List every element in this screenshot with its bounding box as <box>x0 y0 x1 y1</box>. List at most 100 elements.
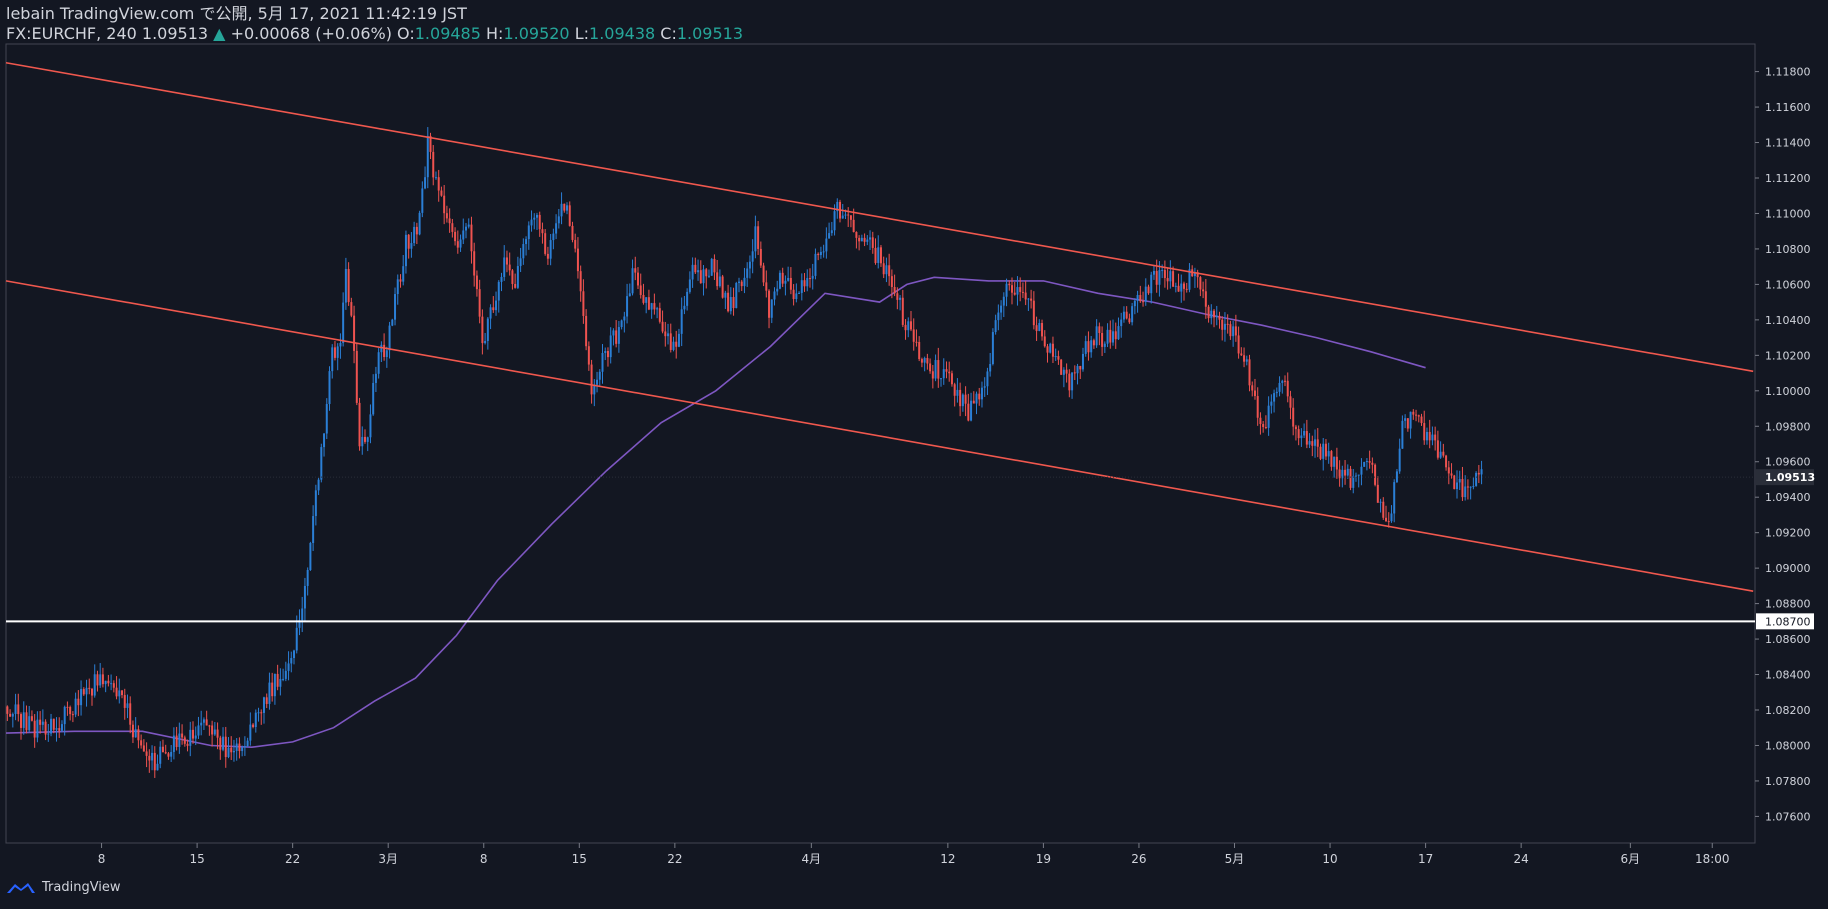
candle-up <box>459 239 462 248</box>
candle-up <box>527 225 530 240</box>
candle-up <box>484 340 487 344</box>
candle-down <box>183 737 186 744</box>
candle-down <box>347 268 350 303</box>
close-label: C: <box>660 24 677 43</box>
candle-up <box>729 297 732 312</box>
candle-up <box>323 433 326 448</box>
candle-up <box>377 352 380 374</box>
candle-down <box>1068 373 1071 391</box>
candle-up <box>956 389 959 396</box>
candle-down <box>1335 456 1338 470</box>
candle-up <box>1054 356 1057 358</box>
candle-up <box>369 414 372 438</box>
candle-down <box>576 248 579 272</box>
candle-down <box>1428 431 1431 441</box>
candle-down <box>972 400 975 404</box>
candle-up <box>833 211 836 231</box>
candle-up <box>751 251 754 262</box>
candle-up <box>80 689 83 706</box>
price-tick-label: 1.09400 <box>1765 491 1811 504</box>
candle-down <box>1259 417 1262 425</box>
candle-up <box>301 608 304 621</box>
candle-down <box>1221 319 1224 330</box>
candle-down <box>1292 407 1295 427</box>
candle-up <box>770 299 773 318</box>
candle-up <box>735 282 738 309</box>
footer-brand[interactable]: TradingView <box>6 880 121 895</box>
candle-up <box>986 371 989 387</box>
candle-down <box>407 234 410 249</box>
candle-down <box>448 218 451 224</box>
candle-down <box>713 258 716 273</box>
candle-down <box>858 237 861 242</box>
candle-up <box>683 305 686 310</box>
candle-up <box>623 316 626 321</box>
candle-up <box>1062 369 1065 375</box>
candle-down <box>727 292 730 312</box>
trendline-channel-lower[interactable] <box>5 280 1754 592</box>
candle-up <box>1103 343 1106 347</box>
candle-up <box>1038 323 1041 331</box>
candle-up <box>366 437 369 442</box>
candle-down <box>1234 326 1237 336</box>
candle-up <box>1000 305 1003 313</box>
candle-down <box>705 269 708 277</box>
candle-up <box>680 309 683 334</box>
candle-up <box>241 747 244 752</box>
candle-down <box>1423 423 1426 441</box>
time-axis[interactable]: 8 15 22 3月 8 15 22 4月 12 19 26 5月 10 17 24 6月 18:00 <box>98 843 1730 866</box>
candle-up <box>836 201 839 212</box>
candle-up <box>151 752 154 761</box>
symbol-label[interactable]: FX:EURCHF, 240 <box>6 24 137 43</box>
candle-down <box>1461 478 1464 498</box>
candle-up <box>724 292 727 298</box>
candle-down <box>219 737 222 750</box>
candle-down <box>1311 441 1314 446</box>
candle-down <box>585 315 588 347</box>
candle-down <box>852 219 855 232</box>
candle-down <box>964 394 967 404</box>
candle-up <box>63 706 66 725</box>
candle-down <box>967 403 970 421</box>
candle-down <box>544 233 547 254</box>
candle-down <box>107 680 110 684</box>
candle-up <box>1131 306 1134 323</box>
candle-up <box>975 393 978 404</box>
candle-up <box>754 226 757 252</box>
candle-up <box>672 341 675 350</box>
up-arrow-icon: ▲ <box>213 24 226 43</box>
candle-up <box>1401 420 1404 449</box>
candle-up <box>394 294 397 320</box>
candle-up <box>421 188 424 213</box>
trendlines-layer[interactable] <box>5 61 1755 623</box>
candle-down <box>383 344 386 358</box>
last-price-badge <box>1756 469 1814 486</box>
candle-down <box>765 282 768 291</box>
candle-down <box>847 214 850 216</box>
candle-down <box>579 271 582 292</box>
trendline-channel-upper[interactable] <box>5 61 1754 373</box>
candle-up <box>787 277 790 281</box>
candle-up <box>462 230 465 240</box>
candle-down <box>1344 469 1347 476</box>
candle-up <box>650 303 653 310</box>
time-tick-label: 26 <box>1131 852 1146 866</box>
candle-up <box>773 291 776 300</box>
candle-down <box>1447 467 1450 474</box>
candle-down <box>1182 283 1185 289</box>
candle-down <box>475 275 478 290</box>
candle-up <box>391 319 394 326</box>
candle-up <box>961 394 964 407</box>
candle-up <box>303 585 306 609</box>
candle-up <box>1409 411 1412 429</box>
candle-down <box>399 279 402 282</box>
candle-up <box>743 277 746 287</box>
candle-down <box>9 713 12 717</box>
candle-down <box>1420 416 1423 424</box>
candle-up <box>1081 353 1084 370</box>
candle-down <box>142 745 145 752</box>
candle-down <box>1251 385 1254 391</box>
price-tick-label: 1.11000 <box>1765 207 1811 220</box>
price-axis[interactable]: 1.11800 1.11600 1.11400 1.11200 1.11000 1.108… <box>6 66 1815 824</box>
